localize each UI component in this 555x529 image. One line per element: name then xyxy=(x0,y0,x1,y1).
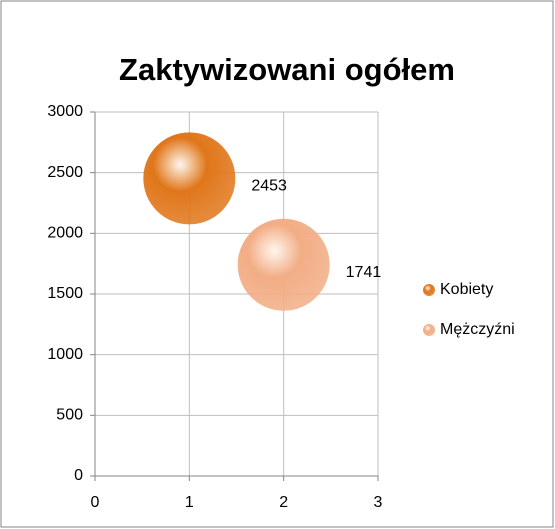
data-label: 2453 xyxy=(251,178,287,195)
y-tick-label: 0 xyxy=(74,467,83,484)
y-tick-label: 2500 xyxy=(47,164,83,181)
y-tick-label: 3000 xyxy=(47,103,83,120)
x-tick-label: 0 xyxy=(91,494,100,511)
data-label: 1741 xyxy=(346,264,382,281)
x-tick-label: 2 xyxy=(279,494,288,511)
bubble xyxy=(143,132,236,225)
bubble xyxy=(237,218,330,311)
y-tick-label: 1500 xyxy=(47,285,83,302)
chart-title: Zaktywizowani ogółem xyxy=(119,52,455,87)
y-tick-label: 2000 xyxy=(47,225,83,242)
legend-marker xyxy=(423,324,435,336)
legend-label: Kobiety xyxy=(440,281,493,298)
legend-label: Mężczyźni xyxy=(440,321,515,338)
y-tick-label: 1000 xyxy=(47,346,83,363)
y-tick-label: 500 xyxy=(56,407,83,424)
legend-marker xyxy=(423,284,435,296)
x-tick-label: 1 xyxy=(185,494,194,511)
x-tick-label: 3 xyxy=(374,494,383,511)
